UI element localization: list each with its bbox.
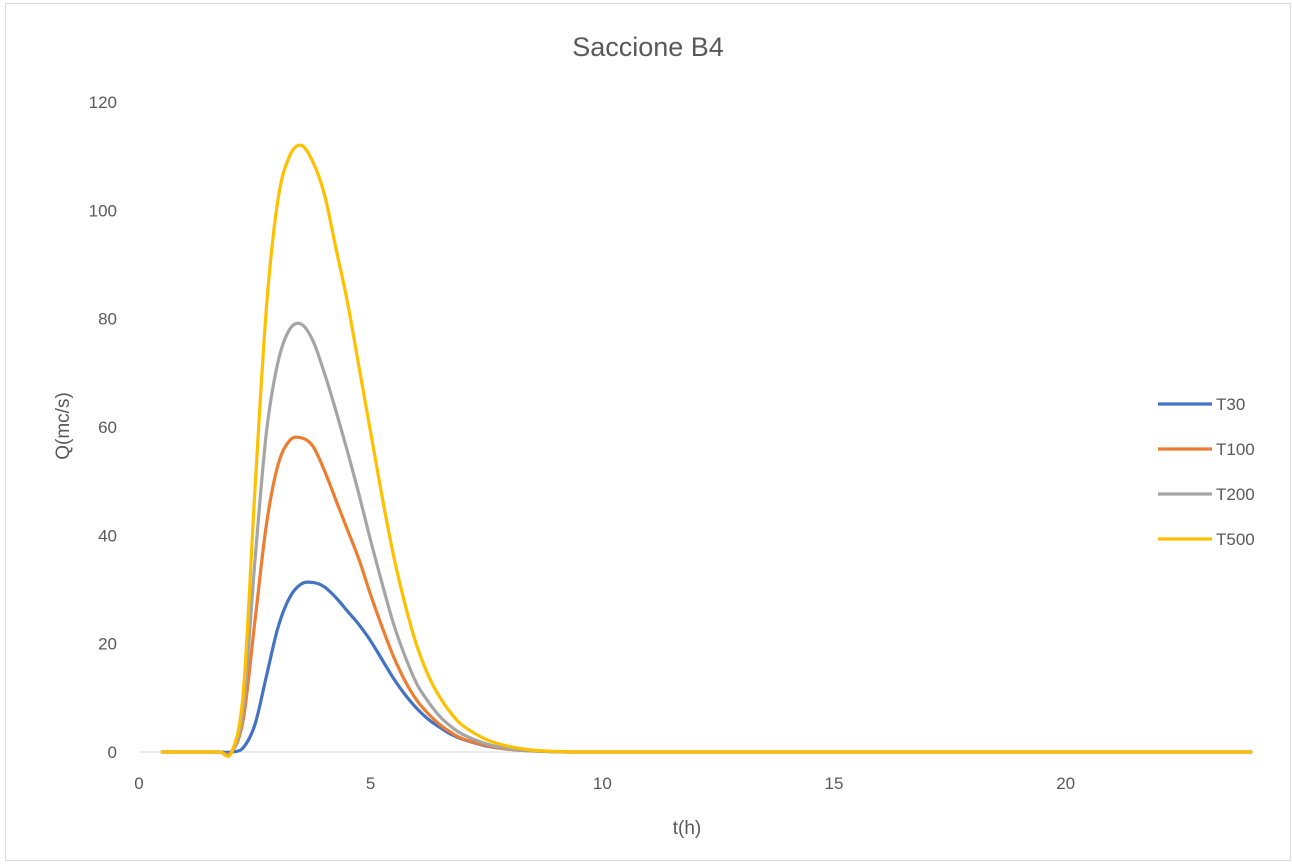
legend-label-t100: T100: [1216, 440, 1255, 459]
series-line-t30: [160, 580, 1253, 754]
series-line-t200: [160, 321, 1253, 757]
legend-label-t30: T30: [1216, 395, 1245, 414]
y-tick-label: 20: [98, 635, 117, 654]
x-axis-title: t(h): [673, 818, 702, 839]
x-tick-label: 15: [825, 774, 844, 793]
series-line-t500: [160, 143, 1253, 758]
y-tick-label: 60: [98, 418, 117, 437]
x-tick-label: 5: [366, 774, 375, 793]
chart-title: Saccione B4: [572, 32, 724, 62]
y-tick-label: 80: [98, 310, 117, 329]
legend: T30 T100 T200 T500: [1158, 395, 1255, 549]
y-axis-title: Q(mc/s): [53, 392, 74, 460]
y-tick-label: 100: [89, 201, 117, 220]
y-tick-label: 0: [108, 743, 117, 762]
legend-label-t500: T500: [1216, 530, 1255, 549]
x-tick-label: 20: [1056, 774, 1075, 793]
x-tick-label: 0: [134, 774, 143, 793]
series-lines: [160, 143, 1253, 758]
legend-label-t200: T200: [1216, 485, 1255, 504]
y-axis-ticks: 0 20 40 60 80 100 120: [89, 93, 117, 762]
chart-area: [5, 3, 1291, 861]
x-axis-ticks: 0 5 10 15 20: [134, 774, 1075, 793]
y-tick-label: 120: [89, 93, 117, 112]
x-tick-label: 10: [593, 774, 612, 793]
y-tick-label: 40: [98, 526, 117, 545]
series-line-t100: [160, 435, 1253, 756]
